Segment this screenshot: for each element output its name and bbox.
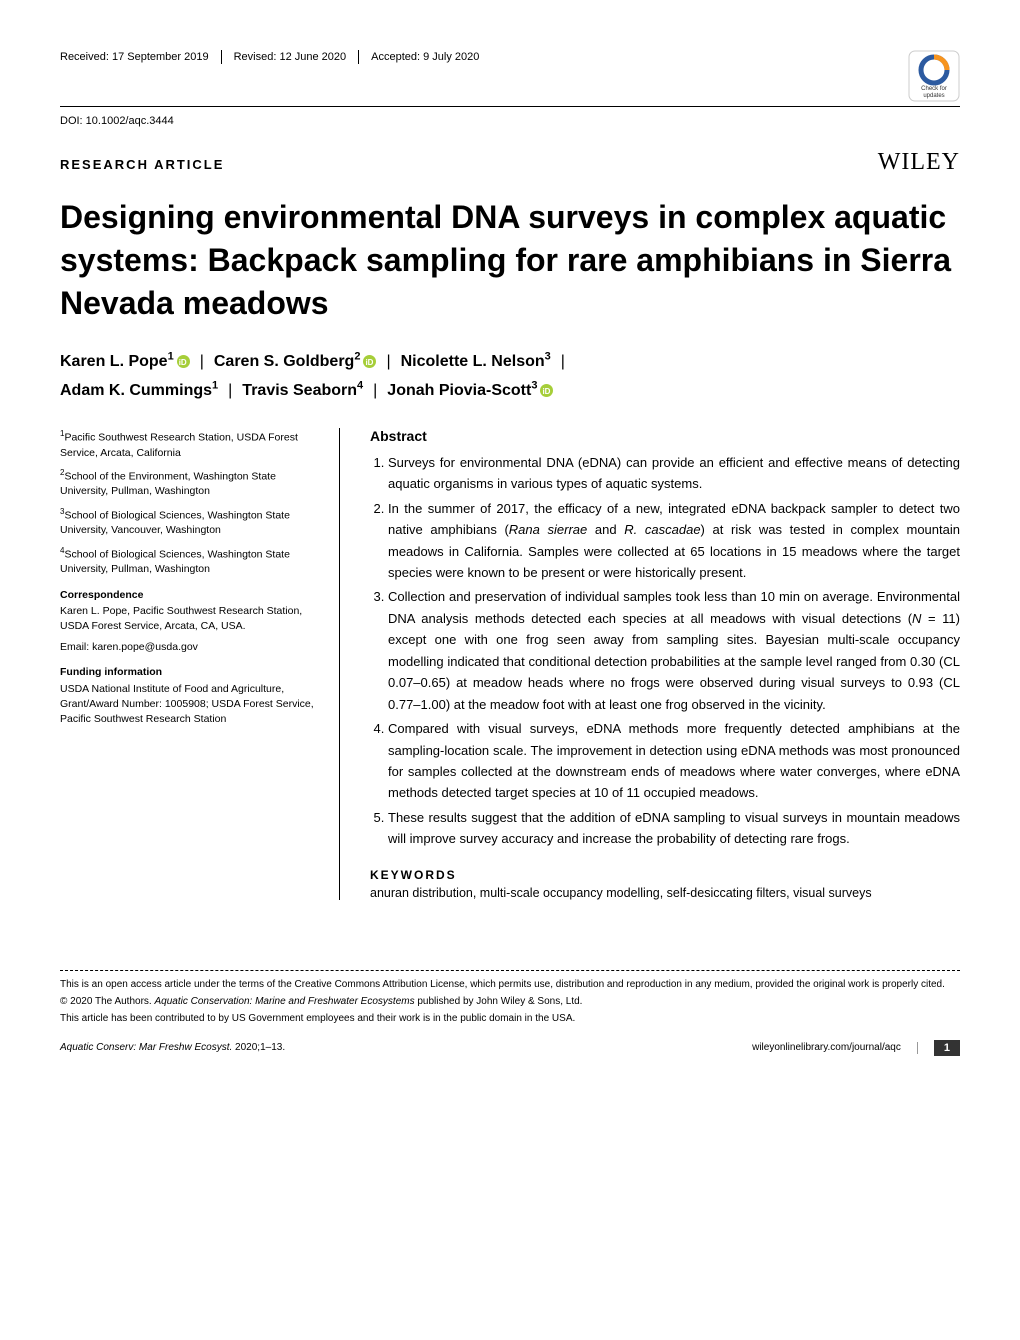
article-history: Received: 17 September 2019 Revised: 12 … [60,50,491,64]
abstract-item: These results suggest that the addition … [388,807,960,850]
journal-link[interactable]: wileyonlinelibrary.com/journal/aqc [752,1042,901,1053]
funding-body: USDA National Institute of Food and Agri… [60,682,323,728]
author-separator: | [376,348,400,377]
author-affil-marker: 2 [354,351,360,363]
author: Travis Seaborn4 [242,382,363,399]
correspondence-body: Karen L. Pope, Pacific Southwest Researc… [60,604,323,634]
footer-bar: Aquatic Conserv: Mar Freshw Ecosyst. 202… [60,1040,960,1056]
affiliation: 2School of the Environment, Washington S… [60,467,323,500]
author-separator: | [551,348,575,377]
license-line-1: This is an open access article under the… [60,977,960,992]
correspondence-email: Email: karen.pope@usda.gov [60,640,323,655]
author-separator: | [363,377,387,406]
abstract-item: Surveys for environmental DNA (eDNA) can… [388,452,960,495]
crossmark-icon: Check for updates [908,50,960,102]
orcid-icon[interactable] [177,355,190,368]
correspondence-heading: Correspondence [60,588,323,603]
copyright-prefix: © 2020 The Authors. [60,996,154,1007]
abstract-list: Surveys for environmental DNA (eDNA) can… [370,452,960,850]
abstract-item: In the summer of 2017, the efficacy of a… [388,498,960,584]
citation-journal: Aquatic Conserv: Mar Freshw Ecosyst. [60,1042,232,1053]
page-number: 1 [934,1040,960,1056]
author: Nicolette L. Nelson3 [401,353,551,370]
author-affil-marker: 3 [531,380,537,392]
doi: DOI: 10.1002/aqc.3444 [60,115,960,127]
affiliation: 4School of Biological Sciences, Washingt… [60,545,323,578]
article-history-bar: Received: 17 September 2019 Revised: 12 … [60,50,960,107]
author-affil-marker: 1 [168,351,174,363]
orcid-icon[interactable] [540,384,553,397]
article-title: Designing environmental DNA surveys in c… [60,196,960,326]
citation: Aquatic Conserv: Mar Freshw Ecosyst. 202… [60,1042,285,1053]
license-line-3: This article has been contributed to by … [60,1011,960,1026]
author: Caren S. Goldberg2 [214,353,377,370]
email-label: Email: [60,641,92,653]
footer-separator [60,970,960,971]
accepted-date: Accepted: 9 July 2020 [359,51,491,63]
crossmark-badge[interactable]: Check for updates [908,50,960,102]
received-date: Received: 17 September 2019 [60,51,221,63]
svg-text:updates: updates [923,93,944,99]
revised-date: Revised: 12 June 2020 [222,51,359,63]
author-list: Karen L. Pope1|Caren S. Goldberg2|Nicole… [60,348,960,406]
email-value[interactable]: karen.pope@usda.gov [92,641,198,653]
sidebar: 1Pacific Southwest Research Station, USD… [60,428,340,900]
keywords-text: anuran distribution, multi-scale occupan… [370,886,960,900]
abstract-column: Abstract Surveys for environmental DNA (… [364,428,960,900]
abstract-item: Compared with visual surveys, eDNA metho… [388,718,960,804]
keywords-heading: KEYWORDS [370,868,960,882]
article-type: RESEARCH ARTICLE [60,157,224,172]
copyright-suffix: published by John Wiley & Sons, Ltd. [415,996,583,1007]
publisher-logo: WILEY [878,149,960,176]
abstract-item: Collection and preservation of individua… [388,586,960,715]
orcid-icon[interactable] [363,355,376,368]
affiliations: 1Pacific Southwest Research Station, USD… [60,428,323,578]
author: Jonah Piovia-Scott3 [387,382,553,399]
author: Adam K. Cummings1 [60,382,218,399]
citation-pages: 2020;1–13. [232,1042,285,1053]
funding-heading: Funding information [60,665,323,680]
license-line-2: © 2020 The Authors. Aquatic Conservation… [60,994,960,1009]
author-separator: | [218,377,242,406]
journal-name-italic: Aquatic Conservation: Marine and Freshwa… [154,996,414,1007]
affiliation: 3School of Biological Sciences, Washingt… [60,506,323,539]
license-block: This is an open access article under the… [60,977,960,1026]
author: Karen L. Pope1 [60,353,190,370]
divider [917,1042,918,1054]
svg-text:Check for: Check for [921,86,947,92]
author-separator: | [190,348,214,377]
affiliation: 1Pacific Southwest Research Station, USD… [60,428,323,461]
abstract-heading: Abstract [370,428,960,444]
